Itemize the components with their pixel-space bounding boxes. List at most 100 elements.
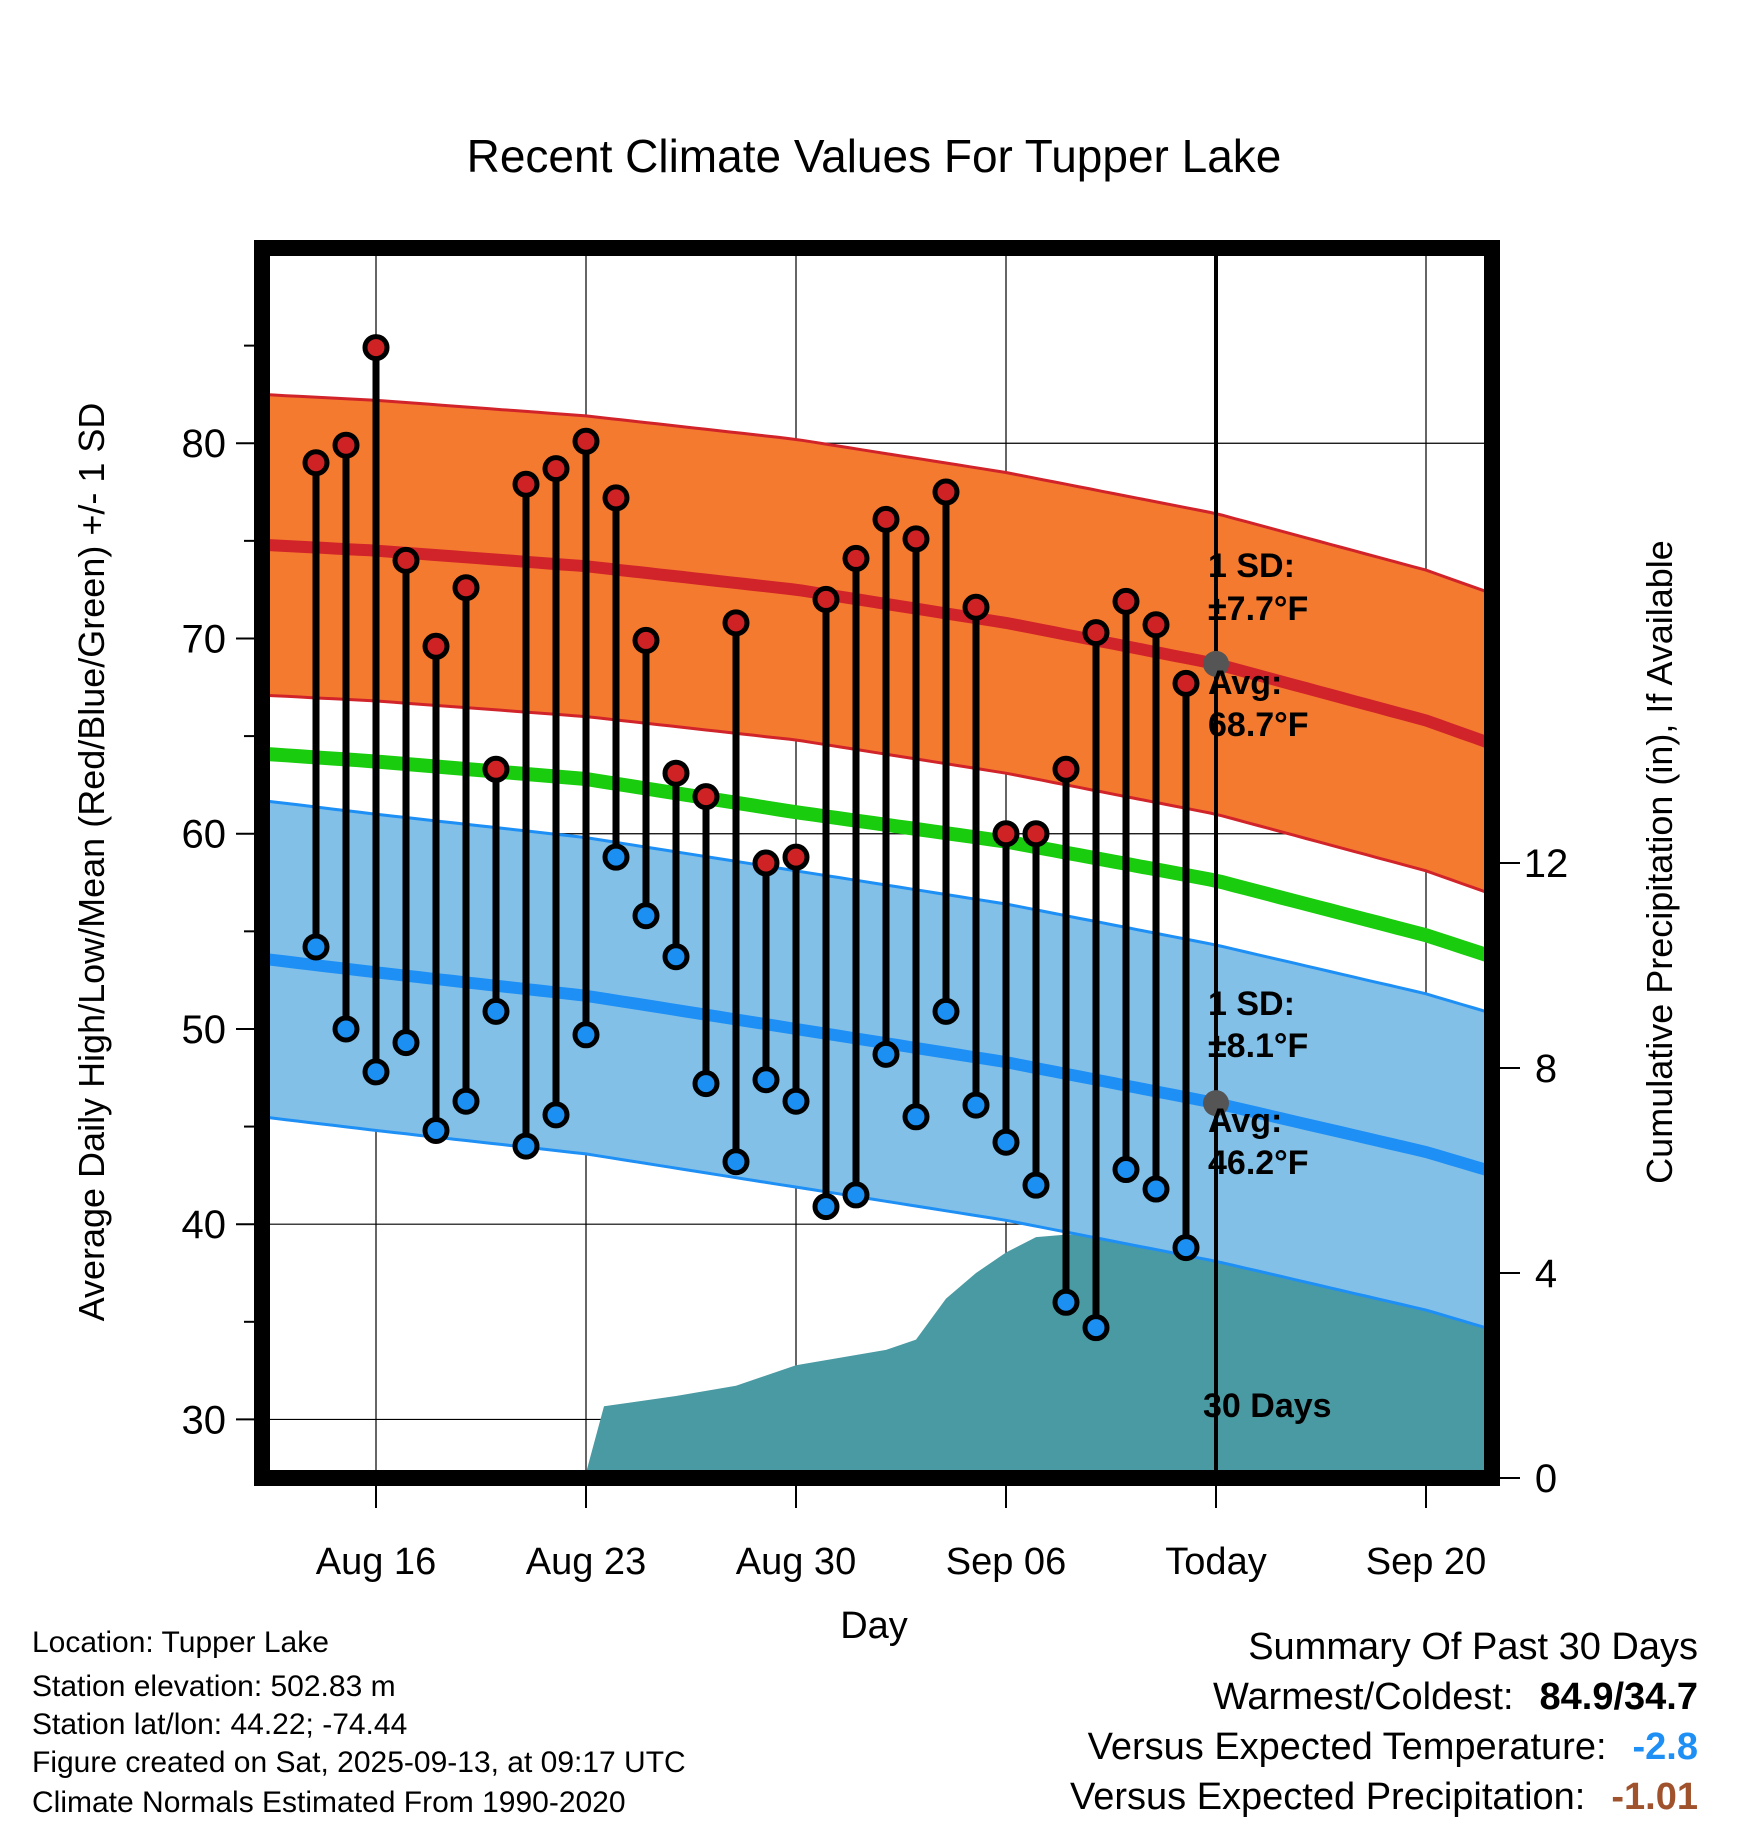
high-avg-label: Avg: [1208, 664, 1282, 702]
daily-range [872, 505, 900, 1068]
today-days-label: 30 Days [1203, 1387, 1332, 1425]
daily-range [1082, 619, 1110, 1342]
daily-low-point [812, 1193, 840, 1221]
daily-range [1112, 587, 1140, 1184]
daily-range [932, 478, 960, 1025]
daily-high-point [1142, 611, 1170, 639]
summary-title: Summary Of Past 30 Days [1248, 1622, 1698, 1672]
daily-low-point [1022, 1171, 1050, 1199]
daily-low-point [572, 1021, 600, 1049]
precip-departure-value: -1.01 [1611, 1776, 1698, 1818]
daily-low-point [872, 1040, 900, 1068]
y-tick-label: 40 [182, 1203, 227, 1247]
daily-high-point [842, 544, 870, 572]
y2-tick-label: 8 [1535, 1047, 1557, 1091]
y-tick-label: 60 [182, 813, 227, 857]
temp-departure-value: -2.8 [1632, 1726, 1698, 1768]
daily-range [332, 431, 360, 1043]
warmest-value: 84.9/34.7 [1539, 1676, 1698, 1718]
plot-frame [254, 240, 1500, 1486]
daily-high-point [422, 632, 450, 660]
daily-high-point [572, 427, 600, 455]
avg-low-marker [1203, 1090, 1229, 1117]
high-avg-value: 68.7°F [1208, 706, 1309, 744]
daily-low-point [452, 1087, 480, 1115]
daily-high-point [662, 759, 690, 787]
daily-range [482, 755, 510, 1025]
daily-range [992, 820, 1020, 1156]
daily-high-point [302, 449, 330, 477]
info-latlon: Station lat/lon: 44.22; -74.44 [32, 1708, 408, 1741]
daily-low-point [1052, 1288, 1080, 1316]
daily-high-point [902, 525, 930, 553]
daily-low-point [962, 1091, 990, 1119]
daily-high-point [812, 585, 840, 613]
info-location: Location: Tupper Lake [32, 1626, 329, 1659]
daily-high-point [872, 505, 900, 533]
daily-low-point [842, 1181, 870, 1209]
daily-low-point [362, 1058, 390, 1086]
daily-high-point [452, 574, 480, 602]
y-axis-right: 0 4 8 12 [1500, 842, 1568, 1501]
daily-high-point [692, 783, 720, 811]
daily-high-point [482, 755, 510, 783]
info-elevation: Station elevation: 502.83 m [32, 1670, 396, 1703]
daily-low-point [1172, 1234, 1200, 1262]
y-tick-label: 80 [182, 422, 227, 466]
daily-high-point [932, 478, 960, 506]
daily-range [542, 455, 570, 1129]
daily-high-point [632, 626, 660, 654]
x-axis-label: Day [840, 1605, 908, 1647]
daily-high-point [1022, 820, 1050, 848]
y-axis-left: 30 40 50 60 70 80 [182, 344, 254, 1442]
temp-label: Versus Expected Temperature: [1087, 1726, 1607, 1768]
x-tick-label: Aug 16 [316, 1541, 436, 1583]
warmest-label: Warmest/Coldest: [1212, 1676, 1514, 1718]
chart-title: Recent Climate Values For Tupper Lake [467, 130, 1282, 182]
daily-range [452, 574, 480, 1115]
x-tick-label: Aug 23 [526, 1541, 646, 1583]
daily-low-point [992, 1128, 1020, 1156]
daily-high-point [1112, 587, 1140, 615]
precip-label: Versus Expected Precipitation: [1069, 1776, 1586, 1818]
daily-range [782, 843, 810, 1115]
daily-low-point [782, 1087, 810, 1115]
y2-tick-label: 0 [1535, 1457, 1557, 1501]
daily-range [572, 427, 600, 1049]
daily-range [722, 609, 750, 1176]
daily-range [902, 525, 930, 1131]
daily-low-point [422, 1116, 450, 1144]
daily-range [392, 546, 420, 1057]
daily-range [1052, 755, 1080, 1316]
daily-range [662, 759, 690, 971]
daily-range [692, 783, 720, 1098]
daily-range [752, 849, 780, 1094]
summary-precip: Versus Expected Precipitation: -1.01 [1070, 1772, 1698, 1822]
x-tick-label: Today [1165, 1541, 1266, 1583]
x-axis: Aug 16 Aug 23 Aug 30 Sep 06 Today Sep 20 [316, 1486, 1486, 1583]
daily-low-point [662, 943, 690, 971]
daily-low-point [632, 902, 660, 930]
y2-tick-label: 4 [1535, 1252, 1557, 1296]
low-sd-label: 1 SD: [1208, 985, 1295, 1023]
y2-tick-label: 12 [1524, 842, 1569, 886]
x-tick-label: Sep 20 [1366, 1541, 1486, 1583]
daily-high-point [512, 470, 540, 498]
daily-range [302, 449, 330, 961]
daily-low-point [332, 1015, 360, 1043]
daily-high-point [392, 546, 420, 574]
x-tick-label: Aug 30 [736, 1541, 856, 1583]
daily-ranges [302, 334, 1200, 1342]
daily-range [812, 585, 840, 1221]
daily-range [512, 470, 540, 1160]
summary-warmest: Warmest/Coldest: 84.9/34.7 [1213, 1672, 1698, 1722]
daily-range [842, 544, 870, 1209]
high-sd-band [262, 394, 1486, 893]
daily-range [1172, 669, 1200, 1262]
low-sd-band [262, 800, 1486, 1328]
daily-low-point [932, 997, 960, 1025]
daily-high-point [1052, 755, 1080, 783]
daily-low-point [752, 1066, 780, 1094]
x-tick-label: Sep 06 [946, 1541, 1066, 1583]
